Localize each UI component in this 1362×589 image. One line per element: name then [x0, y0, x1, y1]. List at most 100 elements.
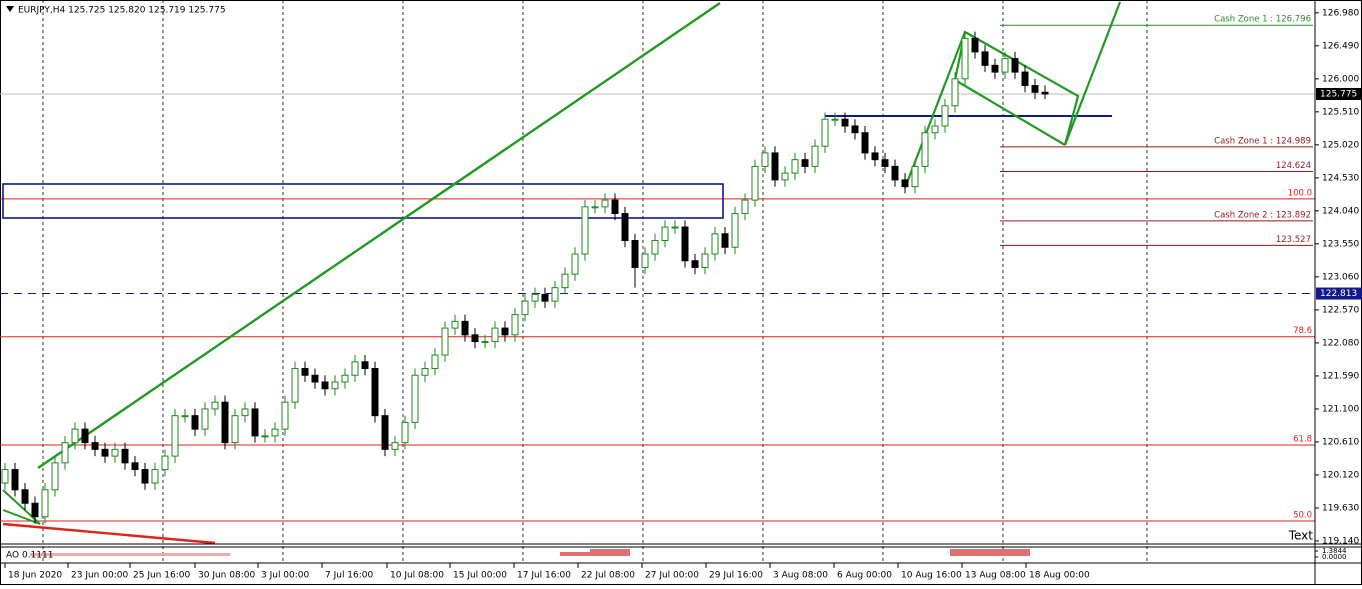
price-tag-label: 122.813 [1320, 289, 1357, 299]
candle-body [671, 226, 679, 229]
candle-body [141, 469, 149, 484]
zone-label: Cash Zone 1 : 124.989 [1214, 136, 1311, 146]
candle-body [371, 368, 379, 417]
x-tick-label: 3 Aug 08:00 [773, 571, 828, 581]
fib-label: 61.8 [1293, 434, 1312, 444]
candle-body [851, 125, 859, 134]
drawings [2, 1, 1122, 545]
indicator-tick-label: 0.0000 [1322, 553, 1347, 561]
fib-label: 100.0 [1288, 188, 1312, 198]
candle-body [11, 469, 19, 491]
candle-body [771, 152, 779, 181]
candle-body [201, 408, 209, 430]
fib-label: 78.6 [1293, 326, 1312, 336]
candle-body [221, 401, 229, 444]
candle-body [541, 293, 549, 302]
candle-body [611, 199, 619, 215]
x-tick-label: 7 Jul 16:00 [325, 571, 374, 581]
candle-body [561, 273, 569, 289]
candle-body [901, 179, 909, 188]
y-tick-label: 123.550 [1322, 239, 1359, 249]
candle-body [951, 78, 959, 107]
candle-body [511, 314, 519, 336]
x-tick-label: 23 Jun 00:00 [71, 571, 128, 581]
candle-body [1, 469, 9, 484]
candle-body [1011, 58, 1019, 73]
x-tick-label: 27 Jul 00:00 [645, 571, 699, 581]
candle-body [991, 64, 999, 73]
candle-body [761, 152, 769, 167]
zone-label: Cash Zone 1 : 126.796 [1214, 15, 1311, 25]
x-tick-label: 17 Jul 16:00 [517, 571, 571, 581]
x-tick-label: 10 Aug 16:00 [901, 571, 962, 581]
candle-body [861, 132, 869, 154]
candle-body [971, 37, 979, 53]
candle-body [651, 240, 659, 255]
x-tick-label: 25 Jun 16:00 [133, 571, 190, 581]
candle-body [281, 401, 289, 430]
candle-body [471, 334, 479, 343]
candle-body [41, 489, 49, 518]
candle-body [711, 233, 719, 255]
candle-body [781, 172, 789, 181]
candle-body [1001, 58, 1009, 73]
candle-body [411, 374, 419, 423]
collapse-icon[interactable] [6, 6, 14, 12]
candle-body [451, 320, 459, 329]
candle-body [61, 442, 69, 464]
indicator-tick-label: 1.3844 [1322, 547, 1347, 555]
fib-label: 50.0 [1293, 510, 1312, 520]
candle-body [531, 293, 539, 302]
candle-body [581, 206, 589, 255]
x-tick-label: 30 Jun 08:00 [198, 571, 255, 581]
candle-body [271, 428, 279, 437]
y-tick-label: 125.510 [1322, 107, 1359, 117]
candle-body [131, 462, 139, 471]
candle-body [351, 361, 359, 376]
y-tick-label: 122.570 [1322, 305, 1359, 315]
candle-body [51, 462, 59, 491]
candle-body [601, 199, 609, 208]
candle-body [121, 448, 129, 464]
candle-body [961, 37, 969, 80]
zone-label: 124.624 [1276, 161, 1311, 171]
candle-body [641, 253, 649, 268]
candle-body [71, 428, 79, 444]
candle-body [301, 368, 309, 376]
candle-body [181, 415, 189, 418]
candle-body [311, 374, 319, 383]
price-tag-label: 125.775 [1320, 89, 1357, 99]
indicator-bars [30, 549, 1030, 556]
y-tick-label: 122.080 [1322, 338, 1359, 348]
y-tick-label: 120.610 [1322, 437, 1359, 447]
y-tick-label: 119.140 [1322, 536, 1359, 546]
candle-body [101, 448, 109, 457]
x-tick-label: 15 Jul 00:00 [453, 571, 507, 581]
candle-body [721, 233, 729, 248]
candle-body [341, 374, 349, 383]
candle-body [21, 489, 29, 504]
candle-body [501, 327, 509, 336]
candle-body [381, 415, 389, 450]
candle-body [321, 381, 329, 390]
y-tick-label: 119.630 [1322, 503, 1359, 513]
x-tick-label: 6 Aug 00:00 [837, 571, 892, 581]
candle-body [591, 206, 599, 209]
x-tick-label: 13 Aug 08:00 [965, 571, 1026, 581]
candle-body [441, 327, 449, 356]
candle-body [1041, 91, 1049, 95]
y-tick-label: 126.000 [1322, 74, 1359, 84]
annotation: Text [1288, 529, 1314, 543]
candle-body [521, 300, 529, 316]
x-tick-label: 3 Jul 00:00 [261, 571, 310, 581]
y-tick-label: 124.530 [1322, 173, 1359, 183]
candle-body [401, 421, 409, 444]
candle-body [251, 408, 259, 437]
candle-body [791, 159, 799, 174]
zone-label: Cash Zone 2 : 123.892 [1214, 210, 1311, 220]
candle-body [171, 415, 179, 457]
candle-body [231, 415, 239, 444]
x-tick-label: 18 Aug 00:00 [1029, 571, 1090, 581]
candle-body [801, 159, 809, 167]
